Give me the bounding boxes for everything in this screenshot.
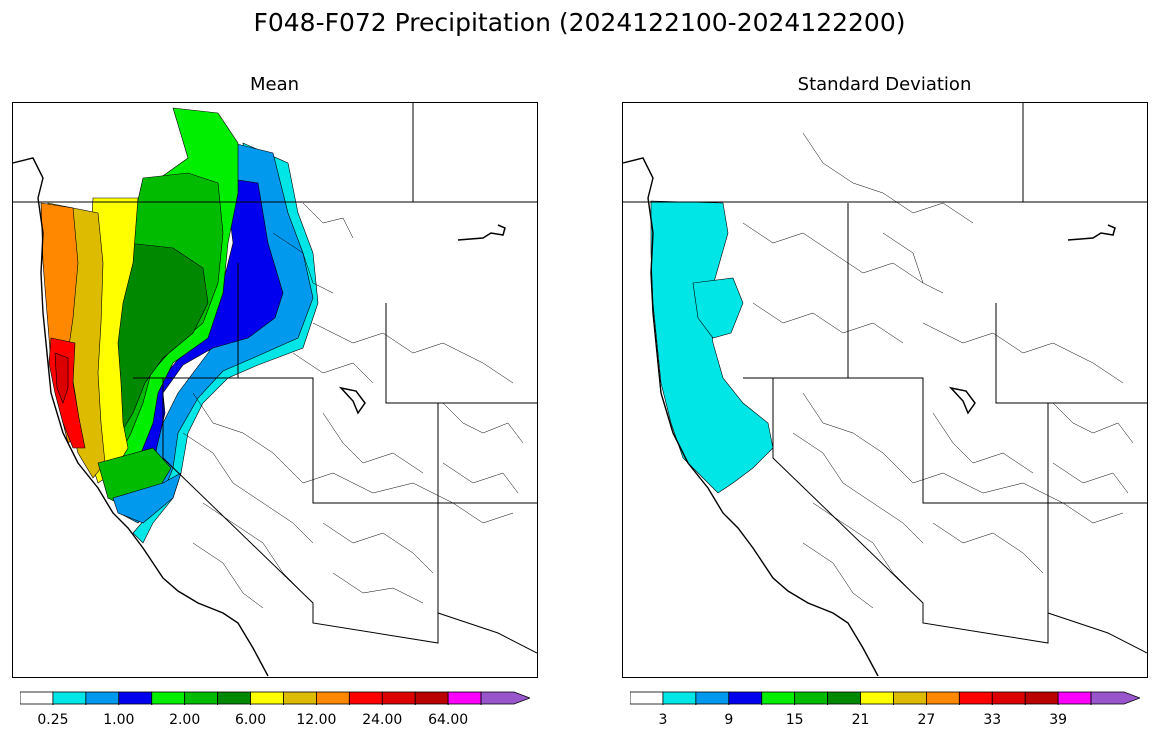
colorbar-segment xyxy=(381,691,416,705)
mean-colorbar xyxy=(19,690,532,705)
colorbar-segment xyxy=(728,691,763,705)
colorbar-segment xyxy=(283,691,317,705)
stddev-tick-label: 39 xyxy=(1049,712,1068,728)
colorbar-segment xyxy=(1024,691,1059,705)
colorbar-segment xyxy=(1057,691,1092,705)
mean-tick-label: 24.00 xyxy=(362,712,403,728)
colorbar-segment xyxy=(151,691,186,705)
mean-tick-label: 12.00 xyxy=(296,712,337,728)
colorbar-segment xyxy=(695,691,730,705)
colorbar-segment xyxy=(348,691,383,705)
colorbar-segment xyxy=(925,691,960,705)
stddev-tick-label: 33 xyxy=(983,712,1002,728)
colorbar-segment xyxy=(893,691,927,705)
stddev-tick-label: 3 xyxy=(658,712,668,728)
stddev-map-canvas xyxy=(623,103,1147,677)
mean-tick-label: 1.00 xyxy=(103,712,135,728)
state-border-1 xyxy=(133,377,537,504)
state-border-2 xyxy=(385,303,537,404)
mean-tick-label: 0.25 xyxy=(37,712,69,728)
colorbar-segment xyxy=(794,691,829,705)
coastline xyxy=(623,157,879,677)
state-border-3 xyxy=(772,378,1147,654)
colorbar-segment xyxy=(860,691,894,705)
colorbar-segment xyxy=(991,691,1026,705)
colorbar-segment xyxy=(217,691,251,705)
stddev-boundaries xyxy=(623,103,1147,677)
fill-cyan-2 xyxy=(692,277,744,339)
stddev-precipitation-map xyxy=(622,102,1148,678)
fill-cyan xyxy=(650,200,774,494)
state-border-2 xyxy=(995,303,1147,404)
colorbar-segment xyxy=(184,691,219,705)
colorbar-segment xyxy=(629,691,664,705)
colorbar-segment xyxy=(250,691,284,705)
stddev-colorbar-svg xyxy=(629,691,1142,705)
colorbar-segment xyxy=(1090,691,1142,705)
colorbar-segment xyxy=(447,691,482,705)
colorbar-segment xyxy=(827,691,861,705)
colorbar-segment xyxy=(52,691,87,705)
stddev-tick-label: 27 xyxy=(917,712,936,728)
colorbar-segment xyxy=(480,691,532,705)
mean-panel-title: Mean xyxy=(249,74,300,95)
colorbar-segment xyxy=(85,691,120,705)
mean-basin-lines xyxy=(182,202,524,609)
colorbar-segment xyxy=(662,691,697,705)
coastline xyxy=(13,157,269,677)
fill-red-dark xyxy=(54,352,69,404)
fill-cyan-south xyxy=(112,472,182,524)
mean-tick-label: 6.00 xyxy=(234,712,267,728)
stddev-basin-lines xyxy=(742,132,1134,609)
state-border-3 xyxy=(162,378,537,654)
stddev-panel-title: Standard Deviation xyxy=(797,74,972,95)
figure-title: F048-F072 Precipitation (2024122100-2024… xyxy=(253,8,906,37)
mean-boundaries xyxy=(13,103,537,677)
colorbar-segment xyxy=(118,691,153,705)
colorbar-segment xyxy=(761,691,796,705)
lake-michigan-outline xyxy=(1067,224,1116,241)
great-salt-lake xyxy=(948,386,976,415)
mean-tick-label: 64.00 xyxy=(428,712,469,728)
mean-precipitation-map xyxy=(12,102,538,678)
stddev-fill-regions xyxy=(650,200,774,494)
stddev-tick-label: 15 xyxy=(785,712,804,728)
great-salt-lake xyxy=(338,386,366,415)
colorbar-segment xyxy=(19,691,54,705)
mean-map-canvas xyxy=(13,103,537,677)
state-border-1 xyxy=(743,377,1147,504)
colorbar-segment xyxy=(414,691,449,705)
mean-fill-regions xyxy=(40,107,319,544)
colorbar-segment xyxy=(315,691,350,705)
stddev-tick-label: 21 xyxy=(851,712,870,728)
colorbar-segment xyxy=(958,691,993,705)
mean-tick-label: 2.00 xyxy=(169,712,201,728)
stddev-tick-label: 9 xyxy=(724,712,734,728)
stddev-colorbar xyxy=(629,690,1142,705)
lake-michigan-outline xyxy=(457,224,506,241)
mean-colorbar-svg xyxy=(19,691,532,705)
